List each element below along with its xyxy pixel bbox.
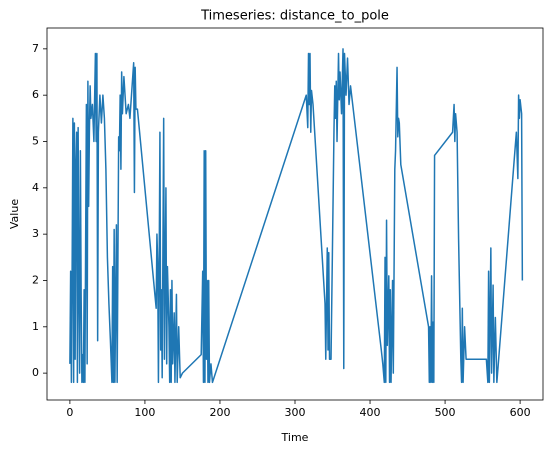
y-tick-label: 0 [32,366,39,379]
y-axis-label: Value [8,199,21,229]
x-tick-label: 400 [360,406,381,419]
y-tick-label: 6 [32,88,39,101]
y-tick-label: 4 [32,181,39,194]
x-axis-label: Time [281,431,309,444]
x-tick-label: 300 [285,406,306,419]
y-tick-label: 2 [32,273,39,286]
y-tick-label: 7 [32,42,39,55]
x-tick-label: 600 [510,406,531,419]
chart-title: Timeseries: distance_to_pole [200,9,389,24]
x-tick-label: 0 [66,406,73,419]
line-series [69,48,524,384]
y-tick-label: 3 [32,227,39,240]
x-tick-label: 200 [209,406,230,419]
y-tick-label: 1 [32,320,39,333]
x-tick-label: 500 [435,406,456,419]
x-tick-label: 100 [134,406,155,419]
y-tick-label: 5 [32,134,39,147]
plot-frame [46,27,544,401]
